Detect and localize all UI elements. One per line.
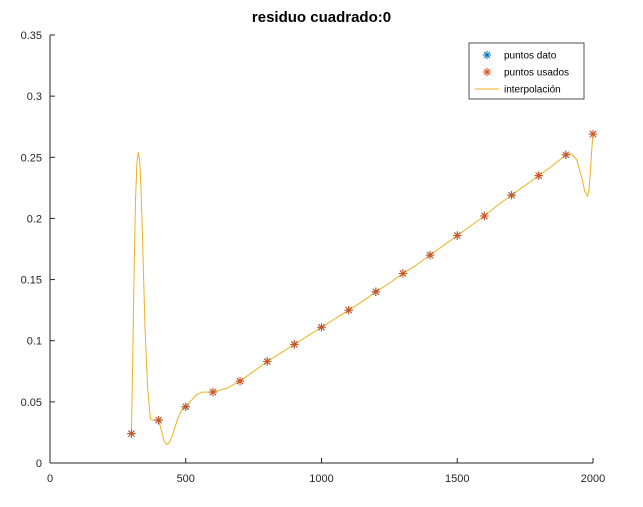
data-point	[588, 129, 598, 139]
data-point	[154, 416, 163, 425]
data-point	[344, 305, 353, 315]
data-point	[181, 402, 190, 411]
y-tick-label: 0.05	[21, 397, 42, 409]
legend-item: puntos usados	[482, 67, 569, 79]
y-tick-label: 0.1	[27, 336, 42, 348]
plot-area	[127, 129, 598, 446]
data-point	[208, 387, 218, 397]
y-tick-label: 0.3	[27, 91, 42, 103]
chart-title: residuo cuadrado:0	[252, 9, 391, 26]
data-point	[507, 190, 516, 200]
data-point	[290, 340, 299, 349]
series-0	[127, 129, 598, 438]
data-point	[561, 150, 571, 160]
legend-item: puntos dato	[482, 50, 557, 62]
x-tick-label: 0	[47, 473, 53, 485]
legend-marker	[482, 67, 492, 77]
axes: 0 500 1000 1500 2000 0 0.05 0.1 0.15 0.2 0.25 0.3 0.…	[21, 30, 606, 485]
data-point	[235, 376, 245, 386]
series-interpolacion	[130, 134, 594, 446]
legend-label: puntos usados	[504, 68, 569, 79]
data-point	[534, 171, 543, 180]
data-point	[317, 323, 326, 332]
legend-label: interpolación	[504, 85, 561, 96]
interpolation-line	[130, 134, 594, 446]
y-tick-label: 0.35	[21, 30, 42, 42]
data-point	[127, 429, 136, 438]
y-tick-label: 0.2	[27, 213, 42, 225]
series-1	[127, 129, 598, 438]
y-tick-label: 0	[36, 458, 42, 470]
data-point	[480, 211, 489, 221]
data-point	[263, 357, 272, 366]
y-tick-label: 0.15	[21, 275, 42, 287]
legend: puntos dato puntos usados interpolación	[468, 42, 585, 100]
legend-item: interpolación	[475, 85, 561, 96]
legend-marker	[482, 50, 492, 60]
legend-box	[468, 42, 585, 100]
data-point	[425, 250, 435, 260]
y-tick-label: 0.25	[21, 152, 42, 164]
x-tick-label: 1500	[445, 473, 469, 485]
data-point	[453, 231, 462, 240]
data-point	[371, 287, 380, 296]
x-tick-label: 1000	[309, 473, 333, 485]
x-tick-label: 2000	[581, 473, 605, 485]
data-point	[398, 269, 408, 278]
x-tick-label: 500	[177, 473, 195, 485]
legend-label: puntos dato	[504, 51, 557, 62]
